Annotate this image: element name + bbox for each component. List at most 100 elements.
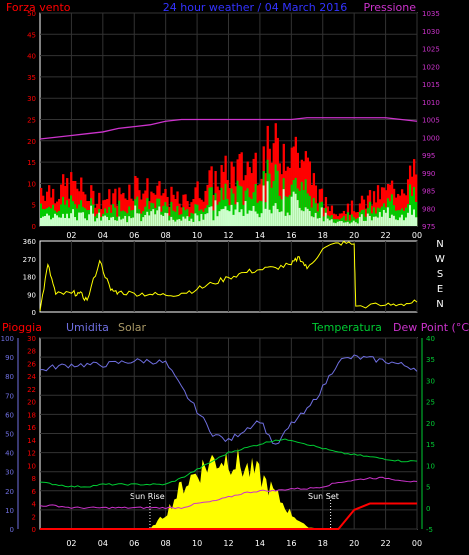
- wind-avg-bar: [278, 195, 281, 226]
- wind-avg-bar: [288, 195, 291, 226]
- wind-avg-bar: [184, 210, 187, 226]
- wind-low-bar: [272, 205, 275, 226]
- wind-gust-bar: [188, 206, 191, 226]
- wind-avg-bar: [396, 210, 400, 226]
- wind-low-bar: [368, 215, 372, 226]
- wind-low-bar: [348, 223, 352, 226]
- wind-avg-bar: [208, 187, 211, 226]
- wind-low-bar: [310, 216, 314, 226]
- wind-low-bar: [390, 214, 394, 226]
- wind-low-bar: [380, 216, 384, 226]
- wind-avg-bar: [302, 190, 306, 226]
- wind-low-bar: [410, 214, 414, 226]
- wind-avg-bar: [224, 183, 227, 226]
- wind-low-bar: [266, 181, 269, 226]
- wind-low-bar: [146, 211, 149, 226]
- wind-low-bar: [312, 217, 316, 226]
- wind-tick-label: 30: [27, 95, 36, 103]
- wind-low-bar: [384, 212, 388, 226]
- wind-avg-bar: [84, 208, 87, 226]
- wind-low-bar: [214, 200, 217, 226]
- wind-low-bar: [126, 222, 129, 226]
- wind-avg-bar: [40, 203, 43, 226]
- wind-low-bar: [76, 220, 79, 226]
- wind-gust-bar: [138, 190, 141, 226]
- wind-avg-bar: [254, 184, 257, 226]
- wind-gust-bar: [396, 193, 400, 226]
- wind-low-bar: [160, 214, 163, 226]
- wind-avg-bar: [356, 217, 360, 226]
- wind-low-bar: [56, 215, 59, 226]
- rain-tick-label: 6: [32, 488, 37, 496]
- wind-gust-bar: [48, 185, 51, 226]
- wind-avg-bar: [380, 206, 384, 226]
- wind-low-bar: [114, 220, 117, 226]
- wind-low-bar: [102, 216, 105, 226]
- wind-low-bar: [276, 209, 279, 226]
- rain-axis-title: Pioggia: [2, 321, 42, 334]
- wind-low-bar: [396, 220, 400, 226]
- wind-low-bar: [378, 212, 382, 226]
- wind-avg-bar: [346, 212, 350, 226]
- wind-low-bar: [124, 215, 127, 226]
- wind-avg-bar: [322, 216, 326, 226]
- wind-avg-bar: [414, 201, 418, 226]
- wind-low-bar: [150, 211, 153, 226]
- wind-low-bar: [352, 220, 356, 226]
- wind-low-bar: [262, 185, 265, 226]
- humidity-tick-label: 40: [5, 450, 14, 458]
- wind-gust-bar: [196, 181, 199, 226]
- wind-low-bar: [246, 213, 249, 226]
- wind-low-bar: [66, 213, 69, 226]
- temperature-tick-label: 5: [426, 484, 430, 492]
- wind-low-bar: [92, 213, 95, 226]
- wind-tick-label: 35: [27, 74, 36, 82]
- wind-gust-bar: [74, 181, 77, 226]
- wind-low-bar: [130, 218, 133, 226]
- wind-low-bar: [86, 220, 89, 226]
- wind-avg-bar: [140, 213, 143, 226]
- wind-low-bar: [140, 221, 143, 226]
- wind-low-bar: [184, 218, 187, 226]
- wind-gust-bar: [400, 189, 404, 226]
- wind-avg-bar: [180, 214, 183, 226]
- wind-low-bar: [136, 213, 139, 226]
- wind-low-bar: [90, 205, 93, 226]
- wind-gust-bar: [264, 173, 267, 226]
- wind-avg-bar: [50, 208, 53, 226]
- direction-tick-label: 270: [23, 256, 36, 264]
- wind-low-bar: [330, 219, 334, 226]
- temperature-tick-label: 20: [426, 420, 435, 428]
- x-tick-label: 12: [223, 539, 233, 548]
- wind-low-bar: [356, 223, 360, 226]
- rain-line: [40, 502, 417, 530]
- x-tick-label: 04: [98, 231, 108, 240]
- wind-low-bar: [260, 213, 263, 226]
- wind-low-bar: [190, 218, 193, 226]
- wind-low-bar: [232, 214, 235, 226]
- wind-tick-label: 50: [27, 10, 36, 18]
- pressure-tick-label: 980: [422, 205, 435, 213]
- wind-low-bar: [298, 207, 301, 226]
- wind-low-bar: [72, 209, 75, 226]
- wind-gust-bar: [286, 166, 289, 226]
- rain-tick-label: 2: [32, 513, 36, 521]
- wind-low-bar: [134, 205, 137, 226]
- wind-avg-bar: [268, 173, 271, 226]
- wind-low-bar: [234, 209, 237, 226]
- wind-low-bar: [284, 215, 287, 226]
- x-tick-label: 02: [66, 231, 76, 240]
- wind-avg-bar: [64, 204, 67, 226]
- wind-low-bar: [388, 218, 392, 226]
- wind-tick-label: 0: [32, 223, 36, 231]
- wind-low-bar: [206, 213, 209, 226]
- wind-low-bar: [174, 221, 177, 226]
- wind-low-bar: [78, 212, 81, 226]
- wind-low-bar: [110, 217, 113, 226]
- wind-low-bar: [244, 201, 247, 226]
- x-tick-label: 20: [349, 231, 359, 240]
- wind-avg-bar: [220, 187, 223, 226]
- wind-low-bar: [342, 222, 346, 226]
- wind-gust-bar: [122, 192, 125, 226]
- wind-low-bar: [74, 217, 77, 226]
